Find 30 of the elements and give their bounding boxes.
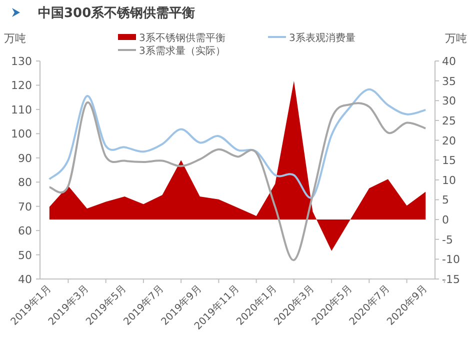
y-tick-label: 60 — [18, 224, 32, 238]
y2-tick-label: 0 — [442, 214, 449, 227]
y-axis-title: 万吨 — [4, 32, 26, 45]
legend-label: 3系不锈钢供需平衡 — [139, 32, 226, 44]
y-tick-label: 80 — [18, 176, 32, 190]
y2-tick-label: -10 — [442, 253, 460, 266]
y2-tick-label: 25 — [442, 114, 456, 128]
y2-tick-label: 15 — [442, 154, 456, 168]
y2-tick-label: 35 — [442, 74, 456, 88]
y2-tick-label: -5 — [442, 233, 453, 246]
y2-tick-label: 10 — [442, 174, 456, 187]
y-tick-label: 40 — [18, 273, 32, 286]
legend-label: 3系需求量（实际） — [139, 45, 226, 57]
y2-axis-title: 万吨 — [445, 32, 467, 45]
y2-tick-label: 40 — [442, 55, 456, 68]
legend-label: 3系表观消费量 — [289, 32, 356, 44]
y-tick-label: 90 — [18, 152, 32, 165]
y-tick-label: 110 — [11, 103, 32, 116]
y2-tick-label: -15 — [442, 273, 460, 286]
y-tick-label: 120 — [11, 79, 32, 92]
y2-tick-label: 5 — [442, 194, 449, 207]
line-series — [48, 88, 427, 199]
line-series — [48, 102, 427, 262]
chart-title: 中国300系不锈钢供需平衡 — [38, 5, 196, 21]
y-tick-label: 50 — [18, 248, 32, 262]
y-tick-label: 130 — [11, 55, 32, 68]
y2-tick-label: 20 — [442, 134, 456, 148]
y-tick-label: 70 — [18, 200, 32, 214]
y-tick-label: 100 — [11, 128, 32, 141]
y2-tick-label: 30 — [442, 94, 456, 108]
